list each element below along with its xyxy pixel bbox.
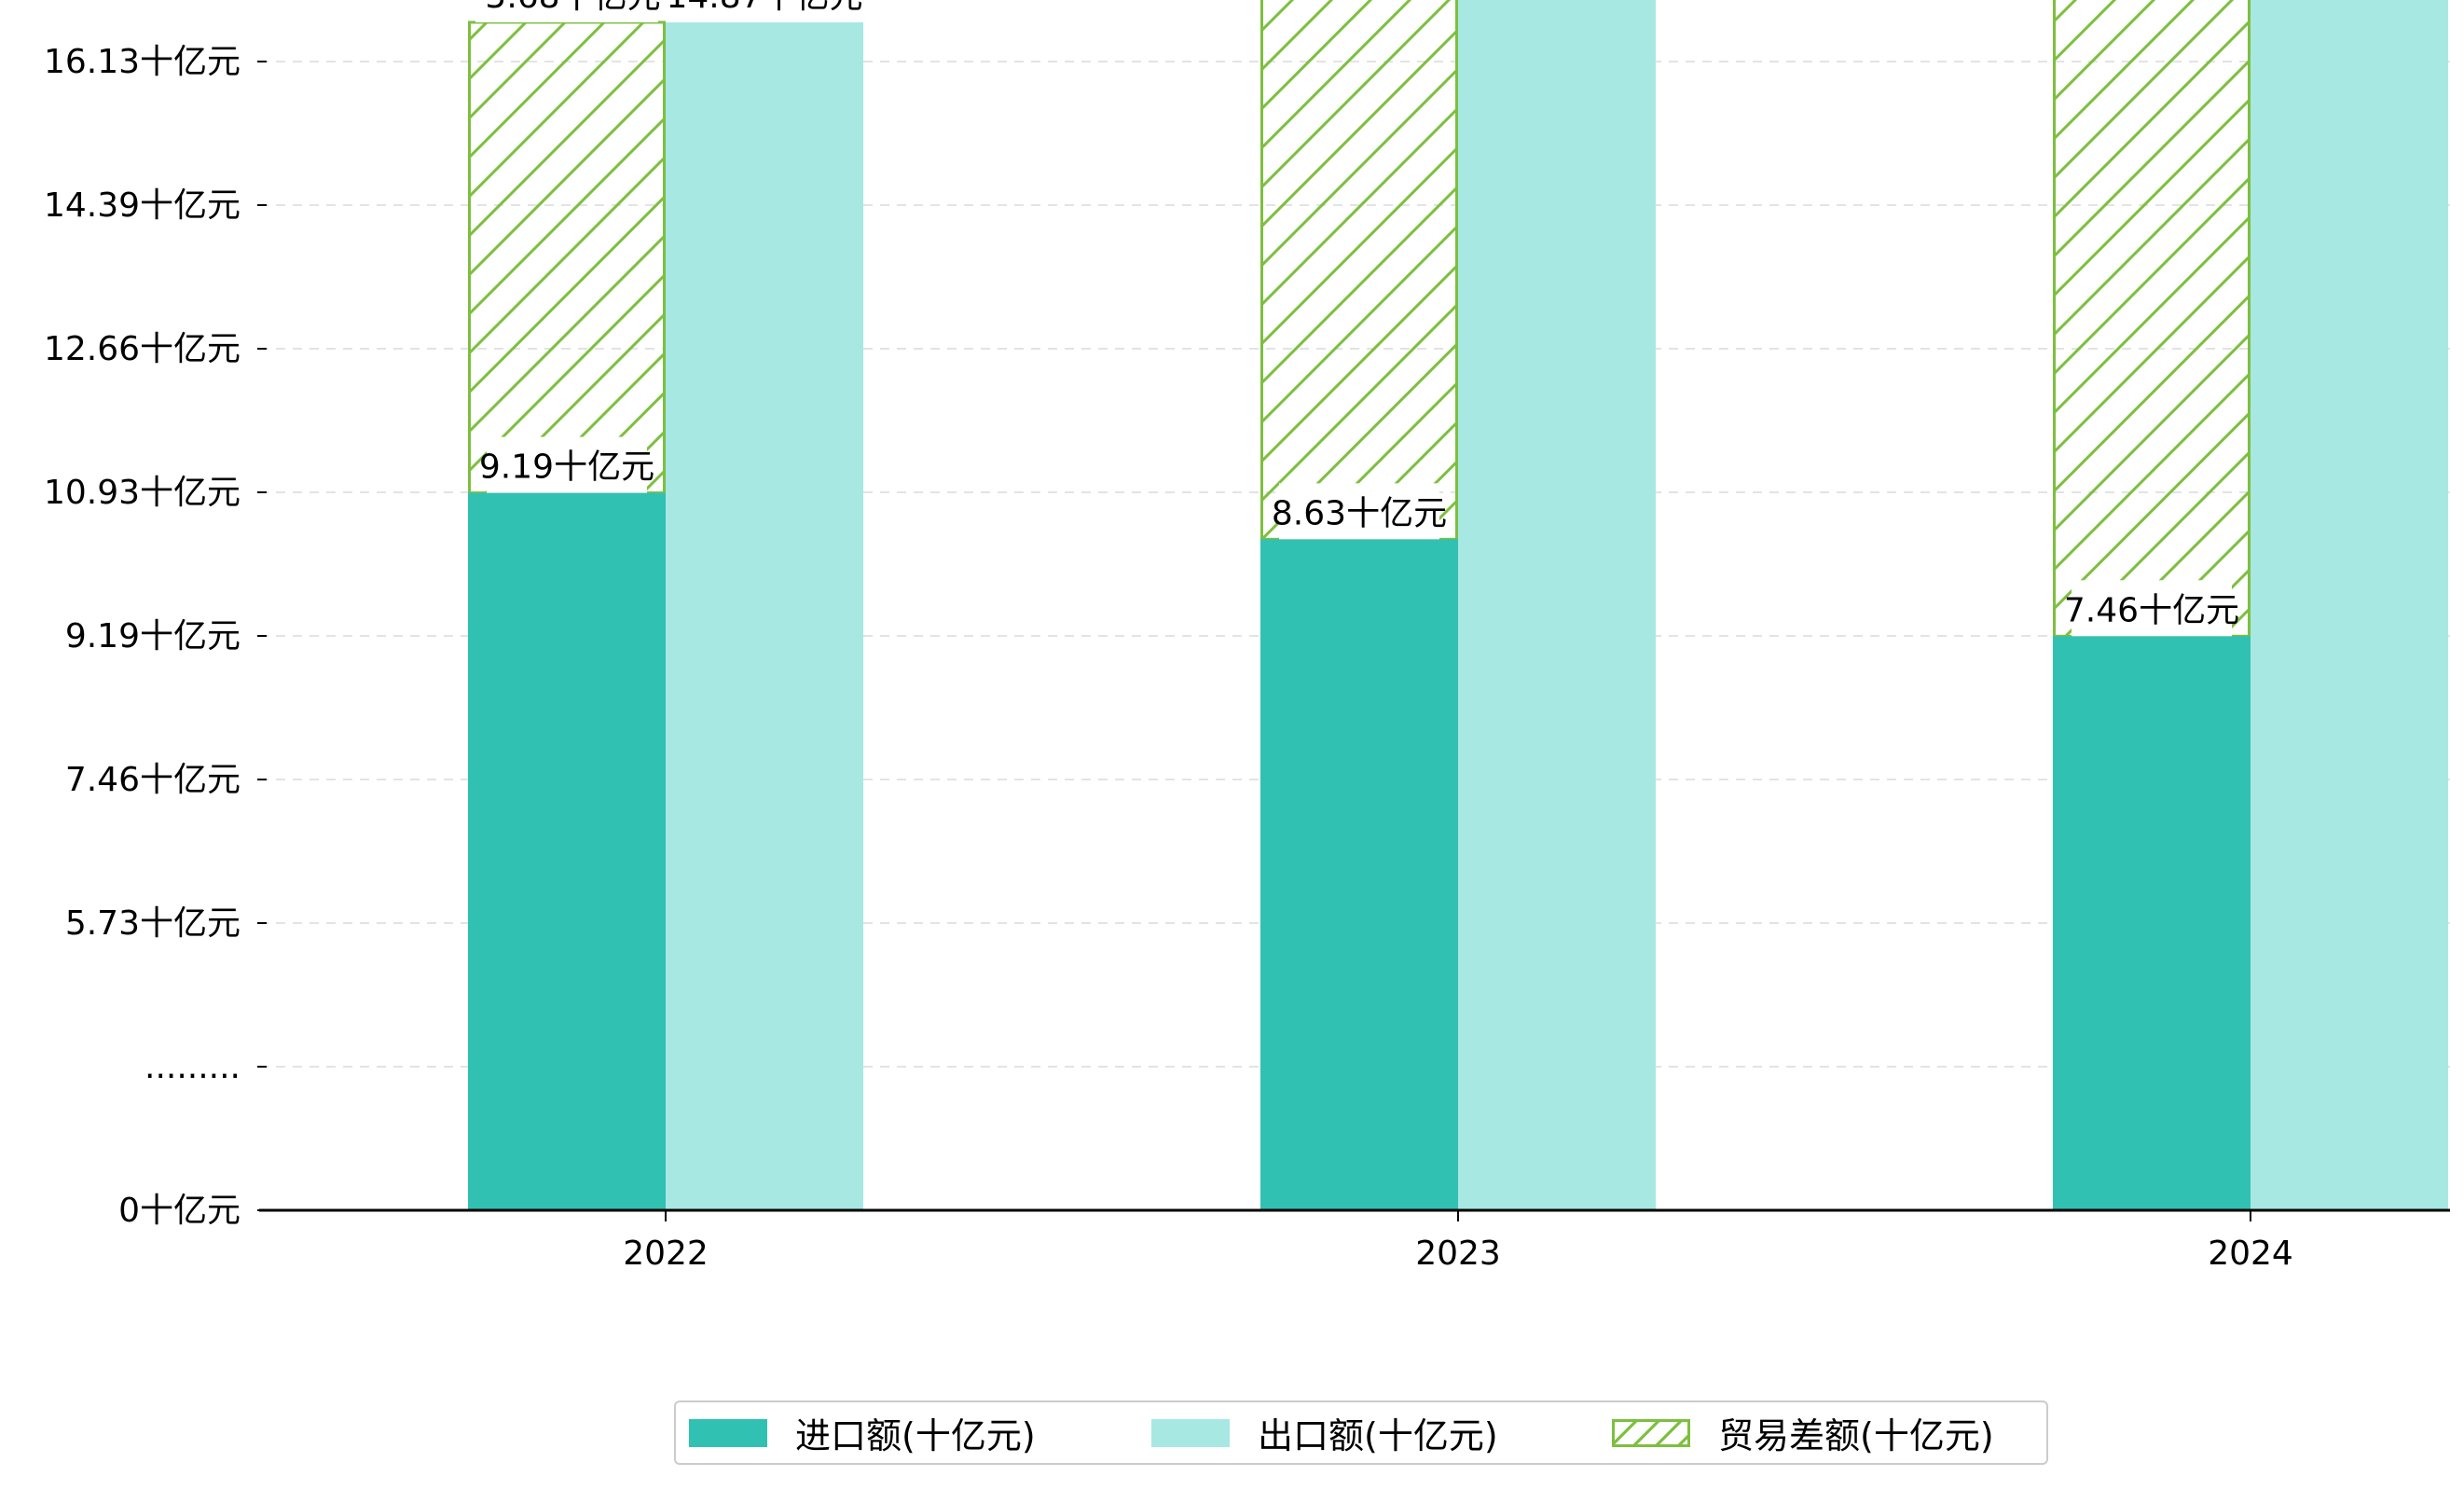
export-bar [1458, 0, 1656, 1210]
legend-swatch-balance [1612, 1418, 1690, 1447]
balance-value-label-box [475, 0, 658, 22]
x-tick-label: 2023 [1415, 1235, 1501, 1273]
export-value-label-box [673, 0, 856, 22]
export-bar [666, 21, 863, 1210]
legend-item-import: 进口额(十亿元) [689, 1402, 1036, 1463]
import-bar [468, 492, 666, 1210]
y-tick-label: 7.46十亿元 [65, 761, 241, 799]
export-value-label-text: 14.87十亿元 [666, 0, 862, 16]
y-tick-label: 5.73十亿元 [65, 904, 241, 943]
balance-bar [1260, 0, 1458, 541]
import-value-label-text: 9.19十亿元 [479, 448, 654, 487]
import-value-label-box [2072, 580, 2232, 637]
balance-bar [2053, 0, 2251, 638]
import-value-label-text: 7.46十亿元 [2064, 591, 2239, 629]
legend-label-balance: 贸易差额(十亿元) [1718, 1415, 1994, 1456]
import-value-label-box [1279, 483, 1439, 540]
y-tick-label: 0十亿元 [118, 1192, 241, 1230]
import-value-label-box [487, 436, 647, 493]
y-tick-label: 14.39十亿元 [44, 186, 241, 225]
export-bar [2251, 0, 2448, 1211]
import-bar [2053, 636, 2251, 1210]
legend-swatch-export [1151, 1418, 1230, 1447]
import-value-label: 9.19十亿元 [479, 436, 654, 493]
y-tick-label: 12.66十亿元 [44, 330, 241, 368]
balance-value-label-text: -5.68十亿元 [473, 0, 660, 16]
y-tick-label: 16.13十亿元 [44, 43, 241, 81]
import-value-label-text: 8.63十亿元 [1272, 494, 1447, 532]
y-tick-label: 10.93十亿元 [44, 474, 241, 512]
legend: 进口额(十亿元) 出口额(十亿元) 贸易差额(十亿元) [674, 1400, 2048, 1465]
y-tick-label: 9.19十亿元 [65, 617, 241, 655]
import-value-label: 8.63十亿元 [1272, 483, 1447, 540]
balance-bar [468, 21, 666, 495]
x-tick-label: 2024 [2208, 1235, 2293, 1273]
legend-item-balance: 贸易差额(十亿元) [1612, 1402, 1994, 1463]
legend-swatch-import [689, 1418, 767, 1447]
legend-label-import: 进口额(十亿元) [795, 1415, 1036, 1456]
import-value-label: 7.46十亿元 [2064, 580, 2239, 637]
export-value-label: 14.87十亿元 [666, 0, 863, 22]
legend-label-export: 出口额(十亿元) [1258, 1415, 1498, 1456]
import-bar [1260, 539, 1458, 1210]
legend-item-export: 出口额(十亿元) [1151, 1402, 1498, 1463]
x-tick-label: 2022 [623, 1235, 709, 1273]
y-tick-label: ......... [145, 1048, 241, 1086]
balance-value-label: -5.68十亿元 [473, 0, 661, 22]
